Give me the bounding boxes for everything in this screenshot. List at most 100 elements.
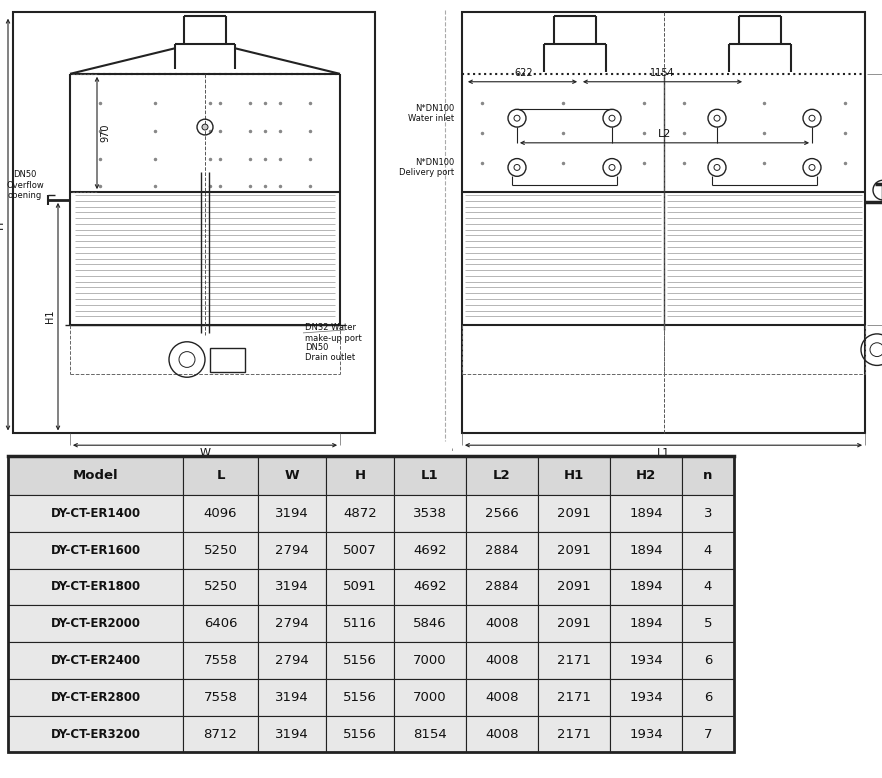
Bar: [538, 495, 610, 532]
Bar: [610, 456, 682, 495]
Text: 5007: 5007: [343, 544, 377, 557]
Text: 2171: 2171: [557, 691, 591, 704]
Text: Model: Model: [72, 469, 118, 482]
Bar: [8, 456, 734, 752]
Text: 4: 4: [704, 580, 712, 594]
Bar: [538, 569, 610, 605]
Text: 5091: 5091: [343, 580, 377, 594]
Text: DY-CT-ER1800: DY-CT-ER1800: [50, 580, 140, 594]
Text: N*DN100
Delivery port: N*DN100 Delivery port: [399, 158, 454, 177]
Text: 6406: 6406: [204, 617, 237, 630]
Bar: [326, 642, 394, 679]
Bar: [682, 569, 734, 605]
Bar: [682, 456, 734, 495]
Text: 4: 4: [704, 544, 712, 557]
Text: 4692: 4692: [413, 580, 447, 594]
Text: 7000: 7000: [413, 654, 447, 667]
Text: N*DN100
Water inlet: N*DN100 Water inlet: [407, 103, 454, 123]
Text: 3: 3: [704, 507, 713, 520]
Bar: [326, 532, 394, 569]
Bar: [682, 532, 734, 569]
Bar: [466, 716, 538, 752]
Bar: [466, 532, 538, 569]
Text: 5156: 5156: [343, 727, 377, 741]
Text: 970: 970: [100, 124, 110, 142]
Text: 2091: 2091: [557, 544, 591, 557]
Bar: [394, 716, 466, 752]
Text: L: L: [216, 469, 225, 482]
Text: 1894: 1894: [629, 544, 662, 557]
Bar: [183, 716, 258, 752]
Bar: [258, 532, 326, 569]
Text: 2884: 2884: [485, 544, 519, 557]
Bar: [258, 679, 326, 716]
Text: 2794: 2794: [275, 544, 309, 557]
Bar: [13, 12, 375, 433]
Bar: [538, 605, 610, 642]
Bar: [326, 456, 394, 495]
Bar: [258, 495, 326, 532]
Text: L2: L2: [658, 129, 671, 139]
Text: 622: 622: [515, 68, 534, 78]
Text: 7558: 7558: [204, 654, 237, 667]
Bar: [394, 642, 466, 679]
Text: 5846: 5846: [413, 617, 447, 630]
Text: 3194: 3194: [275, 580, 309, 594]
Text: 8154: 8154: [413, 727, 447, 741]
Text: DY-CT-ER1600: DY-CT-ER1600: [50, 544, 140, 557]
Text: 2566: 2566: [485, 507, 519, 520]
Text: H: H: [0, 220, 5, 229]
Bar: [258, 569, 326, 605]
Bar: [326, 605, 394, 642]
Text: DY-CT-ER2400: DY-CT-ER2400: [50, 654, 140, 667]
Text: DY-CT-ER1400: DY-CT-ER1400: [50, 507, 140, 520]
Text: 7000: 7000: [413, 691, 447, 704]
Text: 1934: 1934: [629, 727, 663, 741]
Text: 4008: 4008: [485, 654, 519, 667]
Text: W: W: [199, 448, 211, 458]
Text: H1: H1: [564, 469, 584, 482]
Text: DN50
Drain outlet: DN50 Drain outlet: [305, 343, 355, 363]
Text: 4008: 4008: [485, 727, 519, 741]
Bar: [538, 532, 610, 569]
Bar: [394, 456, 466, 495]
Bar: [610, 642, 682, 679]
Text: 3194: 3194: [275, 727, 309, 741]
Bar: [610, 679, 682, 716]
Text: 5116: 5116: [343, 617, 377, 630]
Text: DY-CT-ER2800: DY-CT-ER2800: [50, 691, 140, 704]
Bar: [258, 605, 326, 642]
Text: L1: L1: [422, 469, 439, 482]
Bar: [183, 605, 258, 642]
Text: n: n: [703, 469, 713, 482]
Bar: [326, 716, 394, 752]
Bar: [538, 642, 610, 679]
Bar: [183, 569, 258, 605]
Bar: [210, 348, 245, 373]
Text: 3194: 3194: [275, 507, 309, 520]
Text: 1934: 1934: [629, 691, 663, 704]
Bar: [326, 495, 394, 532]
Text: 2091: 2091: [557, 507, 591, 520]
Text: 5: 5: [704, 617, 713, 630]
Bar: [258, 716, 326, 752]
Bar: [466, 456, 538, 495]
Bar: [538, 716, 610, 752]
Text: 5156: 5156: [343, 691, 377, 704]
Text: 3194: 3194: [275, 691, 309, 704]
Text: DN32 Water
make-up port: DN32 Water make-up port: [305, 323, 362, 342]
Bar: [8, 679, 183, 716]
Bar: [610, 495, 682, 532]
Bar: [183, 679, 258, 716]
Text: L2: L2: [493, 469, 511, 482]
Text: H1: H1: [45, 310, 55, 324]
Text: 4692: 4692: [413, 544, 447, 557]
Text: 2884: 2884: [485, 580, 519, 594]
Bar: [394, 495, 466, 532]
Bar: [258, 456, 326, 495]
Text: 1894: 1894: [629, 580, 662, 594]
Text: 5156: 5156: [343, 654, 377, 667]
Text: 2171: 2171: [557, 654, 591, 667]
Text: 4096: 4096: [204, 507, 237, 520]
Bar: [183, 495, 258, 532]
